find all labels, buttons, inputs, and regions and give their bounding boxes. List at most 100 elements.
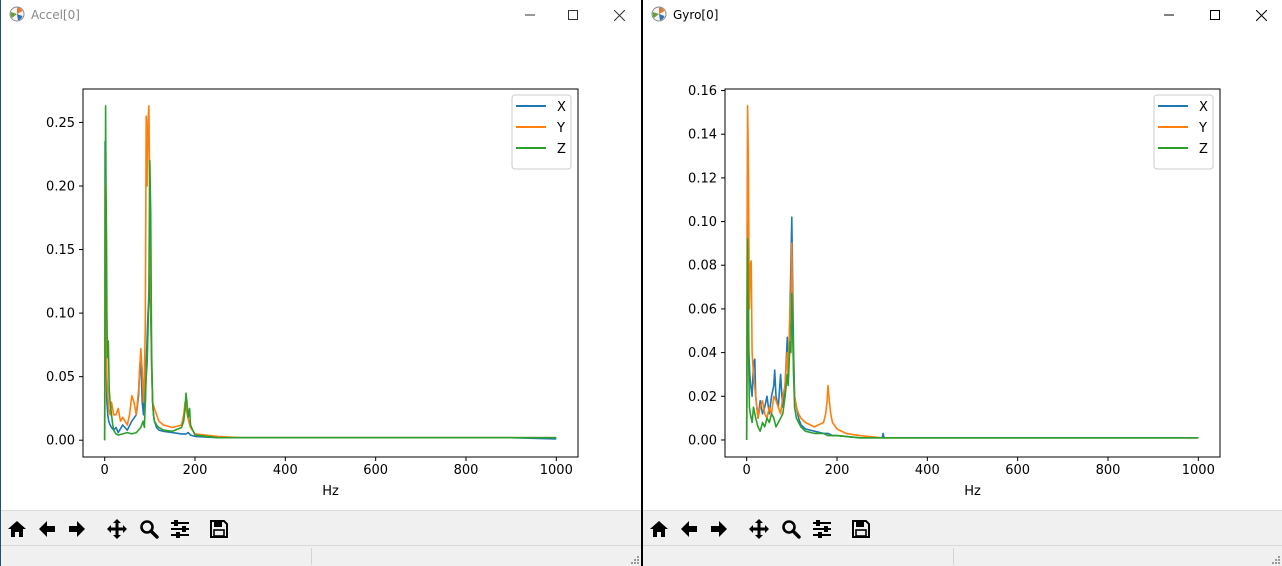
back-button[interactable]: [678, 518, 700, 540]
series-line-x: [745, 216, 1199, 441]
y-tick-label: 0.10: [688, 215, 717, 230]
series-line-z: [745, 238, 1199, 441]
legend-label-x: X: [1199, 100, 1208, 115]
title-bar[interactable]: Accel[0]: [1, 0, 641, 30]
axes-frame: [82, 88, 579, 458]
legend: XYZ: [1153, 94, 1214, 170]
y-tick-label: 0.00: [688, 433, 717, 448]
x-tick-label: 800: [454, 463, 479, 478]
back-arrow-icon: [39, 521, 55, 537]
x-tick-label: 400: [273, 463, 298, 478]
gyro-chart: 0 200 400 600 800 1000 0.00 0.02 0.04 0.06 0.08 0.1…: [688, 84, 1221, 499]
y-tick-label: 0.08: [688, 259, 717, 274]
status-divider: [953, 548, 954, 565]
y-tick-label: 0.06: [688, 302, 717, 317]
figure-canvas[interactable]: 0 200 400 600 800 1000 0.00 0.02 0.04 0.06 0.08 0.1…: [643, 30, 1282, 510]
configure-subplots-icon: [171, 520, 189, 538]
status-bar: [1, 545, 641, 566]
y-tick-label: 0.04: [688, 346, 717, 361]
matplotlib-app-icon: [651, 6, 667, 22]
axes-frame: [724, 88, 1221, 458]
resize-grip-icon[interactable]: [629, 554, 639, 564]
forward-arrow-icon: [69, 521, 85, 537]
forward-button[interactable]: [66, 518, 88, 540]
forward-button[interactable]: [708, 518, 730, 540]
zoom-icon: [140, 520, 159, 539]
close-button[interactable]: [1238, 0, 1282, 30]
accel-chart: 0 200 400 600 800 1000 0.00 0.05 0.10 0.15 0.20 0.2…: [46, 88, 579, 499]
home-button[interactable]: [6, 518, 28, 540]
back-button[interactable]: [36, 518, 58, 540]
save-icon: [852, 520, 870, 538]
zoom-button[interactable]: [138, 518, 160, 540]
pan-icon: [107, 519, 127, 539]
x-tick-label: 800: [1096, 463, 1121, 478]
resize-grip-icon[interactable]: [1270, 554, 1280, 564]
y-tick-label: 0.16: [688, 84, 717, 99]
navigation-toolbar: [1, 510, 641, 545]
series-line-y: [745, 105, 1199, 441]
status-bar: [643, 545, 1282, 566]
x-axis-label: Hz: [322, 484, 339, 499]
configure-subplots-button[interactable]: [811, 518, 833, 540]
title-bar[interactable]: Gyro[0]: [643, 0, 1282, 30]
legend-box: [511, 94, 572, 170]
legend: XYZ: [511, 94, 572, 170]
zoom-button[interactable]: [780, 518, 802, 540]
window-title: Accel[0]: [31, 8, 80, 22]
y-tick-label: 0.05: [46, 370, 75, 385]
legend-label-y: Y: [556, 121, 565, 136]
pan-icon: [749, 519, 769, 539]
y-tick-label: 0.10: [46, 307, 75, 322]
window-title: Gyro[0]: [673, 8, 719, 22]
legend-label-y: Y: [1198, 121, 1207, 136]
configure-subplots-icon: [813, 520, 831, 538]
close-icon: [1255, 9, 1267, 21]
status-divider: [311, 548, 312, 565]
x-axis-label: Hz: [964, 484, 981, 499]
x-tick-label: 0: [101, 463, 109, 478]
series-line-y: [103, 105, 557, 441]
series-line-x: [103, 140, 557, 441]
home-button[interactable]: [648, 518, 670, 540]
back-arrow-icon: [681, 521, 697, 537]
forward-arrow-icon: [711, 521, 727, 537]
legend-box: [1153, 94, 1214, 170]
y-tick-label: 0.14: [688, 128, 717, 143]
minimize-button[interactable]: [1146, 0, 1192, 30]
save-button[interactable]: [208, 518, 230, 540]
x-tick-label: 200: [183, 463, 208, 478]
x-tick-label: 0: [743, 463, 751, 478]
save-button[interactable]: [850, 518, 872, 540]
y-tick-label: 0.02: [688, 390, 717, 405]
x-tick-label: 600: [363, 463, 388, 478]
y-tick-label: 0.00: [46, 434, 75, 449]
zoom-icon: [782, 520, 801, 539]
x-tick-label: 600: [1005, 463, 1030, 478]
close-button[interactable]: [596, 0, 641, 30]
configure-subplots-button[interactable]: [169, 518, 191, 540]
series-line-z: [103, 105, 557, 441]
maximize-button[interactable]: [550, 0, 596, 30]
minimize-button[interactable]: [507, 0, 553, 30]
x-tick-label: 1000: [1182, 463, 1215, 478]
close-icon: [613, 9, 625, 21]
save-icon: [210, 520, 228, 538]
maximize-icon: [568, 10, 578, 20]
navigation-toolbar: [643, 510, 1282, 545]
x-tick-label: 200: [825, 463, 850, 478]
maximize-button[interactable]: [1192, 0, 1238, 30]
minimize-icon: [525, 14, 535, 16]
minimize-icon: [1164, 14, 1174, 16]
legend-label-z: Z: [1199, 142, 1208, 157]
y-tick-label: 0.20: [46, 179, 75, 194]
maximize-icon: [1210, 10, 1220, 20]
legend-label-z: Z: [557, 142, 566, 157]
figure-canvas[interactable]: 0 200 400 600 800 1000 0.00 0.05 0.10 0.15 0.20 0.2…: [1, 30, 641, 510]
pan-button[interactable]: [748, 518, 770, 540]
home-icon: [8, 521, 26, 537]
pan-button[interactable]: [106, 518, 128, 540]
y-tick-label: 0.12: [688, 171, 717, 186]
gyro-window: Gyro[0] 0 200 400 600 800 1000 0.00 0.02 0.04 0.0…: [641, 0, 1282, 566]
matplotlib-app-icon: [9, 6, 25, 22]
